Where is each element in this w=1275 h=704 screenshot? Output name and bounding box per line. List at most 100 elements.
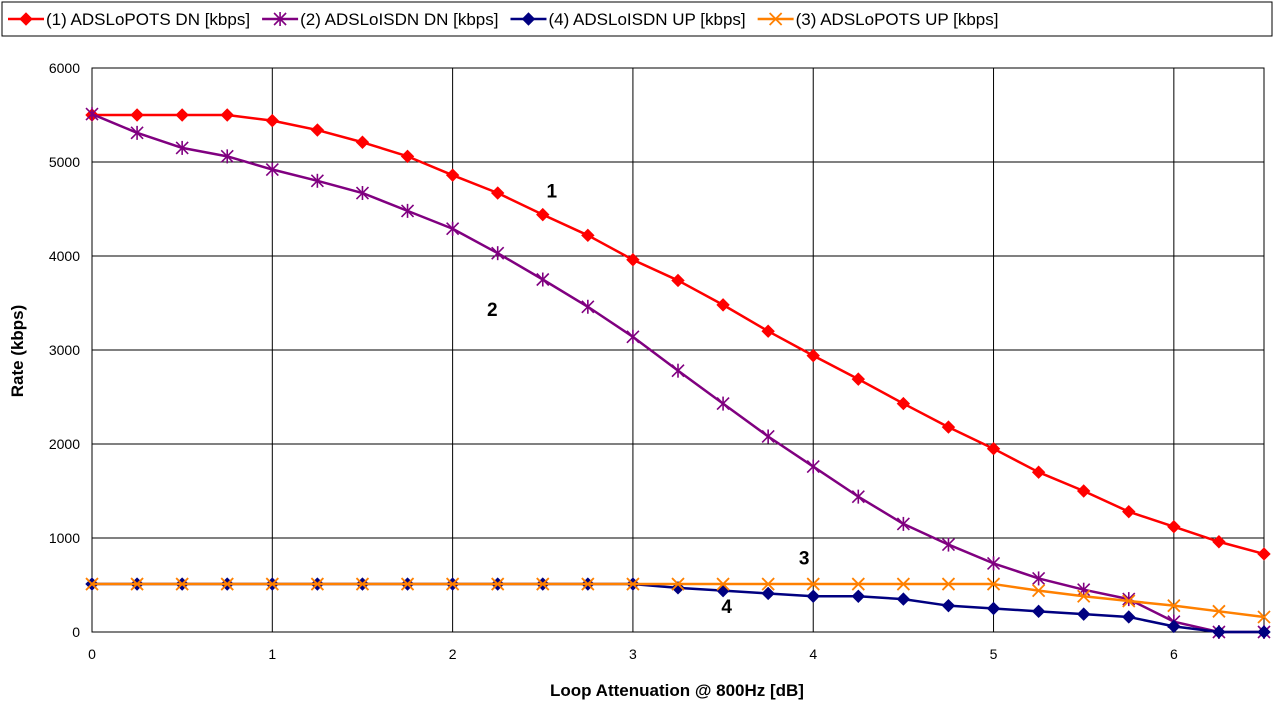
data-point [1076, 607, 1091, 621]
data-point [1212, 535, 1226, 549]
data-point [1167, 599, 1181, 613]
data-point [761, 429, 775, 444]
legend: (1) ADSLoPOTS DN [kbps] (2) ADSLoISDN DN … [1, 1, 1273, 37]
data-point [85, 107, 99, 122]
data-point [355, 135, 370, 149]
marker-stroke [1212, 604, 1226, 618]
marker-stroke [1167, 599, 1181, 613]
legend-item-1: (1) ADSLoPOTS DN [kbps] [8, 10, 250, 29]
data-point [310, 173, 324, 188]
data-point [851, 589, 866, 603]
data-point [490, 186, 505, 200]
data-point [1031, 604, 1046, 619]
data-point [941, 598, 956, 613]
marker-stroke [445, 577, 460, 591]
marker-stroke [896, 577, 911, 591]
data-point [626, 329, 640, 344]
marker-stroke [175, 577, 189, 591]
data-point [851, 577, 865, 591]
data-point [671, 577, 685, 591]
data-point [175, 108, 189, 122]
x-tick-label: 5 [990, 646, 998, 662]
data-point [491, 246, 505, 261]
data-point [896, 577, 911, 591]
data-point [896, 592, 911, 606]
data-point [1257, 625, 1271, 639]
plot-border [91, 67, 1265, 633]
data-point [130, 577, 144, 591]
marker-stroke [716, 577, 730, 591]
data-point [536, 272, 550, 287]
marker-stroke [671, 577, 685, 591]
marker-stroke [1257, 610, 1271, 624]
data-point [806, 348, 820, 363]
y-tick-label: 6000 [49, 60, 80, 76]
x-axis-title: Loop Attenuation @ 800Hz [dB] [550, 681, 804, 700]
legend-box [1, 1, 1273, 37]
data-point [671, 273, 685, 288]
data-point [1212, 604, 1226, 618]
data-point [1077, 582, 1091, 597]
marker-stroke [265, 577, 279, 591]
data-point [896, 396, 911, 411]
data-point [1167, 619, 1181, 634]
x-tick-label: 3 [629, 646, 637, 662]
data-point [536, 577, 550, 591]
data-point [1122, 610, 1136, 624]
data-point [1122, 504, 1136, 519]
annotation-label: 1 [546, 182, 557, 203]
marker-stroke [536, 577, 550, 591]
data-point [986, 441, 1001, 456]
marker-stroke [400, 577, 415, 591]
marker-stroke [1077, 589, 1091, 603]
plot-area: 1 2 3 4 [85, 67, 1271, 639]
legend-item-4: (3) ADSLoPOTS UP [kbps] [757, 10, 999, 29]
data-point [716, 298, 730, 312]
data-point [1212, 625, 1226, 639]
marker-stroke [85, 577, 99, 591]
data-point [1167, 520, 1181, 534]
data-point [626, 253, 640, 267]
data-point [941, 577, 956, 591]
data-point [1032, 571, 1046, 586]
marker-stroke [130, 577, 144, 591]
y-tick-label: 5000 [49, 154, 80, 170]
legend-item-2: (2) ADSLoISDN DN [kbps] [262, 10, 498, 29]
legend-label: (2) ADSLoISDN DN [kbps] [300, 10, 498, 29]
data-point [1122, 592, 1136, 607]
data-point [400, 149, 415, 164]
data-point [1122, 594, 1136, 608]
data-point [220, 577, 234, 591]
legend-swatch-marker [273, 12, 287, 26]
y-tick-label: 1000 [49, 530, 80, 546]
x-tick-label: 0 [88, 646, 96, 662]
data-point [400, 203, 415, 218]
data-point [986, 577, 1001, 591]
data-point [491, 577, 505, 591]
data-point [355, 577, 370, 591]
x-tick-label: 1 [268, 646, 276, 662]
marker-stroke [220, 577, 234, 591]
data-point [581, 299, 595, 314]
data-point [445, 577, 460, 591]
y-tick-label: 0 [72, 624, 80, 640]
marker-stroke [761, 577, 775, 591]
data-point [220, 108, 234, 122]
data-point [716, 396, 730, 411]
marker-stroke [769, 12, 783, 26]
y-axis-title: Rate (kbps) [8, 305, 27, 398]
data-point [806, 589, 820, 603]
data-point [1031, 584, 1046, 598]
legend-label: (3) ADSLoPOTS UP [kbps] [796, 10, 999, 29]
data-point [445, 168, 460, 182]
data-point [581, 577, 595, 591]
marker-stroke [986, 577, 1001, 591]
data-point [175, 577, 189, 591]
marker-stroke [851, 577, 865, 591]
legend-swatch-marker [769, 12, 783, 26]
data-point [761, 577, 775, 591]
data-point [1077, 589, 1091, 603]
data-point [626, 577, 640, 591]
data-point [941, 537, 956, 552]
